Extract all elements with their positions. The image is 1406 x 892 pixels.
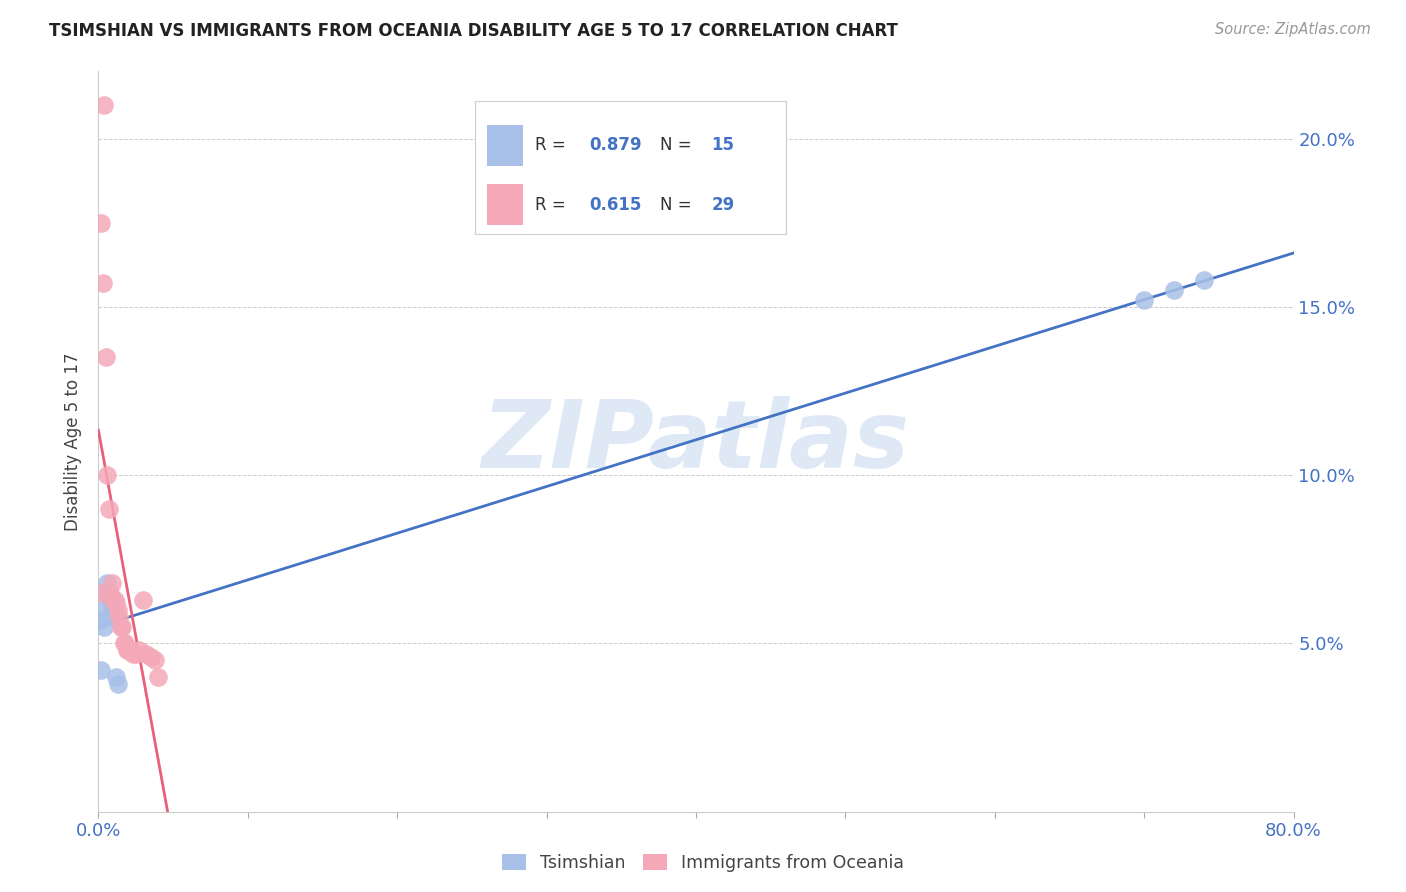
Point [115, 643, 138, 657]
Point [107, 603, 129, 617]
Point [103, 609, 125, 624]
Text: N =: N = [661, 136, 697, 154]
Point [89, 613, 111, 627]
Point [114, 636, 136, 650]
Y-axis label: Disability Age 5 to 17: Disability Age 5 to 17 [65, 352, 83, 531]
Point [1192, 273, 1215, 287]
Point [90, 664, 112, 678]
Point [121, 647, 143, 661]
Point [91, 277, 114, 291]
Point [96, 468, 118, 483]
Point [98, 592, 122, 607]
Point [96, 575, 118, 590]
Point [125, 647, 148, 661]
Point [105, 596, 128, 610]
FancyBboxPatch shape [486, 125, 523, 166]
Point [110, 619, 132, 633]
FancyBboxPatch shape [475, 101, 786, 235]
Point [132, 592, 155, 607]
Point [117, 643, 139, 657]
FancyBboxPatch shape [486, 185, 523, 225]
Point [1133, 293, 1156, 308]
Point [90, 216, 112, 230]
Text: R =: R = [534, 195, 571, 213]
Point [94, 586, 117, 600]
Text: N =: N = [661, 195, 697, 213]
Text: 0.879: 0.879 [589, 136, 643, 154]
Text: Source: ZipAtlas.com: Source: ZipAtlas.com [1215, 22, 1371, 37]
Point [91, 603, 114, 617]
Point [89, 586, 111, 600]
Point [120, 643, 142, 657]
Text: R =: R = [534, 136, 571, 154]
Text: 15: 15 [711, 136, 734, 154]
Point [101, 575, 124, 590]
Point [105, 670, 128, 684]
Text: 0.615: 0.615 [589, 195, 643, 213]
Point [108, 609, 131, 624]
Legend: Tsimshian, Immigrants from Oceania: Tsimshian, Immigrants from Oceania [495, 847, 911, 879]
Point [111, 619, 134, 633]
Point [101, 603, 124, 617]
Point [93, 619, 115, 633]
Point [94, 351, 117, 365]
Point [107, 677, 129, 691]
Point [97, 586, 120, 600]
Point [97, 501, 120, 516]
Text: TSIMSHIAN VS IMMIGRANTS FROM OCEANIA DISABILITY AGE 5 TO 17 CORRELATION CHART: TSIMSHIAN VS IMMIGRANTS FROM OCEANIA DIS… [49, 22, 898, 40]
Text: 29: 29 [711, 195, 735, 213]
Point [148, 670, 170, 684]
Point [139, 649, 162, 664]
Point [98, 586, 122, 600]
Point [143, 653, 166, 667]
Point [128, 643, 150, 657]
Point [112, 636, 135, 650]
Point [93, 98, 115, 112]
Point [104, 592, 127, 607]
Point [1163, 283, 1185, 297]
Point [103, 592, 125, 607]
Point [135, 647, 157, 661]
Text: ZIPatlas: ZIPatlas [482, 395, 910, 488]
